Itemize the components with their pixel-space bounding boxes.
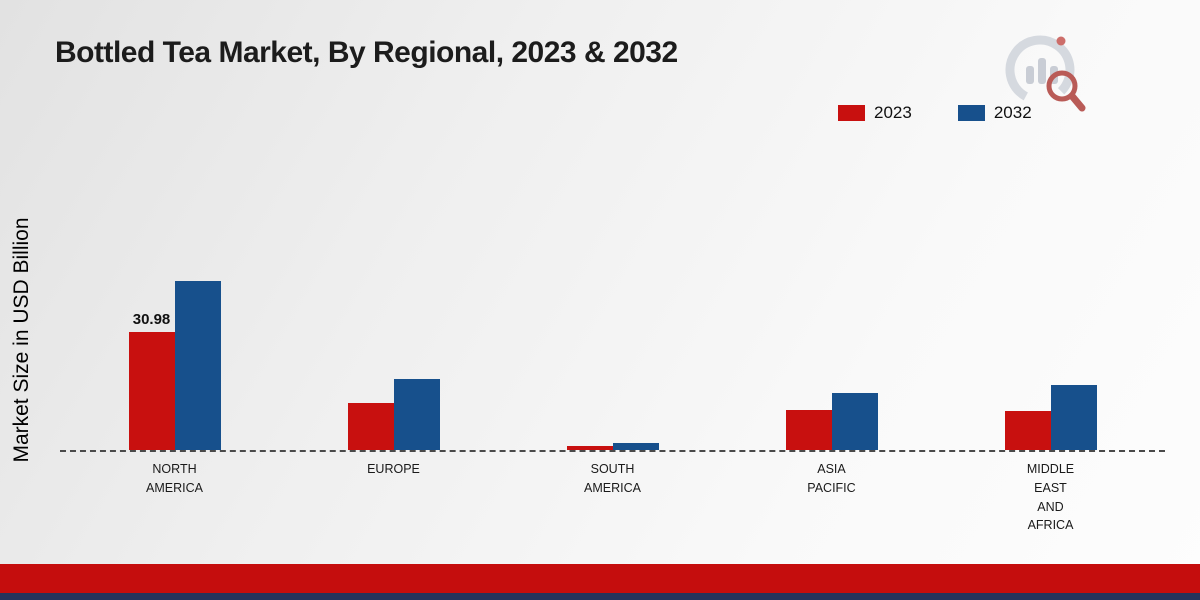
- market-research-future-logo: [998, 26, 1090, 119]
- category-label-line: SOUTH: [590, 462, 635, 476]
- y-axis-label: Market Size in USD Billion: [10, 217, 33, 463]
- category-label-middle-east-and-africa: MIDDLE EAST AND AFRICA: [941, 460, 1160, 535]
- legend: 2023 2032: [838, 103, 1032, 123]
- category-label-line: PACIFIC: [807, 480, 856, 495]
- bar-2023-europe: [347, 402, 394, 450]
- legend-item-2032: 2032: [957, 103, 1032, 123]
- bar-2023-asia-pacific: [785, 410, 832, 450]
- category-label-line: MIDDLE: [1026, 462, 1075, 476]
- bar-2023-south-america: [566, 446, 613, 450]
- category-label-line: ASIA: [817, 462, 846, 476]
- category-label-line: AMERICA: [584, 480, 641, 495]
- bar-group-4: [722, 393, 941, 450]
- category-label-line: NORTH: [152, 462, 197, 476]
- legend-item-2023: 2023: [838, 103, 912, 123]
- analytics-magnifier-icon: [1005, 35, 1086, 112]
- bar-2032-europe: [393, 379, 440, 450]
- legend-swatch-2023: [838, 105, 865, 121]
- legend-swatch-2032: [957, 105, 985, 121]
- bar-group-3: [503, 442, 722, 450]
- category-label-line: EUROPE: [367, 462, 420, 476]
- bar-group-5: [941, 385, 1160, 450]
- category-label-asia-pacific: ASIA PACIFIC: [722, 460, 941, 535]
- bar-2032-asia-pacific: [831, 393, 878, 450]
- bar-2032-south-america: [612, 442, 659, 450]
- footer-navy-band: [0, 593, 1200, 600]
- footer-red-band: [0, 564, 1200, 593]
- bar-group-1: 30.98: [65, 280, 284, 450]
- category-label-line: AFRICA: [1027, 518, 1074, 533]
- legend-label-2023: 2023: [874, 103, 912, 122]
- category-label-line: EAST: [1034, 480, 1067, 495]
- x-axis-baseline: [60, 450, 1165, 452]
- bar-group-2: [284, 379, 503, 450]
- legend-label-2032: 2032: [993, 103, 1032, 122]
- category-label-line: AND: [1037, 499, 1064, 514]
- plot-area: 30.98: [65, 260, 1160, 450]
- category-label-line: AMERICA: [146, 480, 203, 495]
- chart-title: Bottled Tea Market, By Regional, 2023 & …: [55, 36, 678, 69]
- category-label-north-america: NORTH AMERICA: [65, 460, 284, 535]
- category-axis: NORTH AMERICA EUROPE SOUTH AMERICA ASIA PACIFI…: [65, 460, 1160, 535]
- category-label-south-america: SOUTH AMERICA: [503, 460, 722, 535]
- bar-2032-middle-east-and-africa: [1050, 385, 1097, 450]
- category-label-europe: EUROPE: [284, 460, 503, 535]
- bar-2023-middle-east-and-africa: [1004, 410, 1051, 450]
- bar-value-label: 30.98: [132, 311, 171, 329]
- bar-2023-north-america: 30.98: [128, 311, 175, 450]
- bar-2032-north-america: [174, 280, 221, 450]
